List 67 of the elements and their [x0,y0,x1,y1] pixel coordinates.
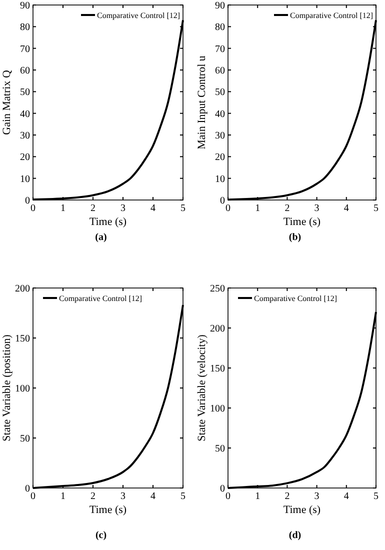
x-tick-label: 4 [150,203,156,214]
text: (c) [95,530,107,541]
y-tick-label: 40 [215,108,225,120]
x-tick-label: 2 [90,203,96,214]
text: (a) [95,232,107,243]
x-tick-label: 2 [284,491,290,502]
y-tick-label: 90 [20,0,30,12]
y-tick-label: 80 [215,22,225,34]
x-tick-label: 1 [255,203,260,214]
x-axis-title: Time (s) [89,504,127,516]
y-tick-label: 100 [15,384,30,394]
x-tick-label: 3 [314,203,320,214]
text: (b) [288,232,302,243]
x-axis-title: Time (s) [89,216,127,228]
x-tick-label: 5 [374,491,378,502]
x-tick-label: 3 [120,491,126,502]
y-tick-label: 100 [210,404,225,414]
y-tick-label: 10 [20,174,30,185]
legend-label: Comparative Control [12] [290,11,374,20]
x-tick-label: 5 [180,491,186,502]
x-tick-label: 5 [180,203,186,214]
legend-label: Comparative Control [12] [97,11,180,20]
y-tick-label: 50 [215,87,225,98]
y-tick-label: 150 [15,334,30,344]
y-axis-title: Main Input Control u [196,55,208,150]
y-tick-label: 10 [215,174,225,185]
x-tick-label: 4 [344,203,349,214]
x-tick-label: 1 [60,203,66,214]
y-axis-title: State Variable (velocity) [196,334,208,442]
y-tick-label: 0 [220,484,225,494]
legend-label: Comparative Control [12] [254,294,338,303]
y-tick-label: 60 [20,66,30,76]
y-tick-label: 50 [20,434,30,444]
x-tick-label: 1 [255,491,260,502]
legend-label: Comparative Control [12] [59,294,142,303]
y-tick-label: 0 [25,484,30,494]
y-tick-label: 70 [20,44,30,55]
x-tick-label: 5 [374,203,378,214]
y-tick-label: 0 [220,196,225,206]
x-axis-title: Time (s) [283,216,321,228]
y-axis-title: State Variable (position) [1,334,13,442]
x-tick-label: 4 [344,491,349,502]
y-tick-label: 40 [20,108,30,120]
x-tick-label: 3 [314,491,320,502]
x-tick-label: 1 [60,491,66,502]
y-tick-label: 30 [20,130,30,142]
y-tick-label: 80 [20,22,30,34]
y-tick-label: 90 [215,0,225,12]
y-tick-label: 250 [210,284,225,294]
x-tick-label: 3 [120,203,126,214]
y-axis-title: Gain Matrix Q [1,70,13,135]
y-tick-label: 50 [20,87,30,98]
y-tick-label: 30 [215,130,225,142]
y-tick-label: 0 [25,196,30,206]
y-tick-label: 200 [15,284,30,294]
x-tick-label: 2 [90,491,96,502]
x-tick-label: 4 [150,491,156,502]
y-tick-label: 20 [20,152,30,164]
text: (d) [288,530,302,541]
x-axis-title: Time (s) [283,504,321,516]
y-tick-label: 70 [215,44,225,55]
y-tick-label: 200 [210,324,225,334]
y-tick-label: 20 [215,152,225,164]
y-tick-label: 60 [215,66,225,76]
y-tick-label: 150 [210,364,225,374]
y-tick-label: 50 [215,444,225,454]
x-tick-label: 2 [284,203,290,214]
